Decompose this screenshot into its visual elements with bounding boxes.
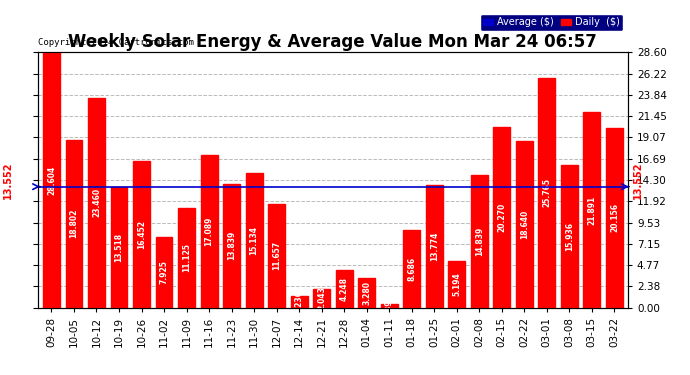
Bar [448,261,465,308]
Text: 17.089: 17.089 [204,217,214,246]
Bar [381,304,397,307]
Text: 11.657: 11.657 [272,241,281,270]
Text: 11.125: 11.125 [182,243,191,272]
Bar [178,208,195,308]
Text: 14.839: 14.839 [475,227,484,256]
Bar [358,278,375,308]
Bar [516,141,533,308]
Text: 2.043: 2.043 [317,286,326,310]
Text: 7.925: 7.925 [159,260,168,284]
Text: 0.392: 0.392 [385,294,394,318]
Text: 13.552: 13.552 [3,161,13,199]
Bar [88,98,105,308]
Text: 13.552: 13.552 [633,161,643,199]
Text: 13.518: 13.518 [115,232,124,262]
Text: 18.640: 18.640 [520,210,529,239]
Text: 3.280: 3.280 [362,281,371,305]
Text: 5.194: 5.194 [452,273,462,296]
Text: 18.802: 18.802 [70,209,79,238]
Bar [426,185,443,308]
Title: Weekly Solar Energy & Average Value Mon Mar 24 06:57: Weekly Solar Energy & Average Value Mon … [68,33,598,51]
Text: 4.248: 4.248 [339,276,348,300]
Text: 15.134: 15.134 [250,225,259,255]
Text: 28.604: 28.604 [47,165,56,195]
Bar [268,204,285,308]
Text: 23.460: 23.460 [92,188,101,218]
Text: 25.765: 25.765 [542,178,551,207]
Bar [584,112,600,308]
Text: 15.936: 15.936 [565,222,574,251]
Bar [336,270,353,308]
Bar [66,140,82,308]
Bar [538,78,555,308]
Bar [201,155,217,308]
Bar [223,184,240,308]
Text: 20.270: 20.270 [497,202,506,232]
Bar [43,53,60,308]
Bar [403,230,420,308]
Bar [246,172,263,308]
Text: 21.891: 21.891 [587,195,596,225]
Text: 1.236: 1.236 [295,290,304,314]
Legend: Average ($), Daily  ($): Average ($), Daily ($) [480,14,623,31]
Bar [110,187,128,308]
Bar [471,175,488,308]
Text: 13.839: 13.839 [227,231,236,260]
Text: 16.452: 16.452 [137,220,146,249]
Bar [290,297,308,307]
Text: Copyright 2014 Cartronics.com: Copyright 2014 Cartronics.com [38,38,194,47]
Bar [156,237,172,308]
Bar [561,165,578,308]
Text: 8.686: 8.686 [407,257,416,281]
Text: 20.156: 20.156 [610,203,619,232]
Bar [313,289,330,308]
Bar [133,161,150,308]
Bar [606,128,623,308]
Text: 13.774: 13.774 [430,231,439,261]
Bar [493,127,510,308]
